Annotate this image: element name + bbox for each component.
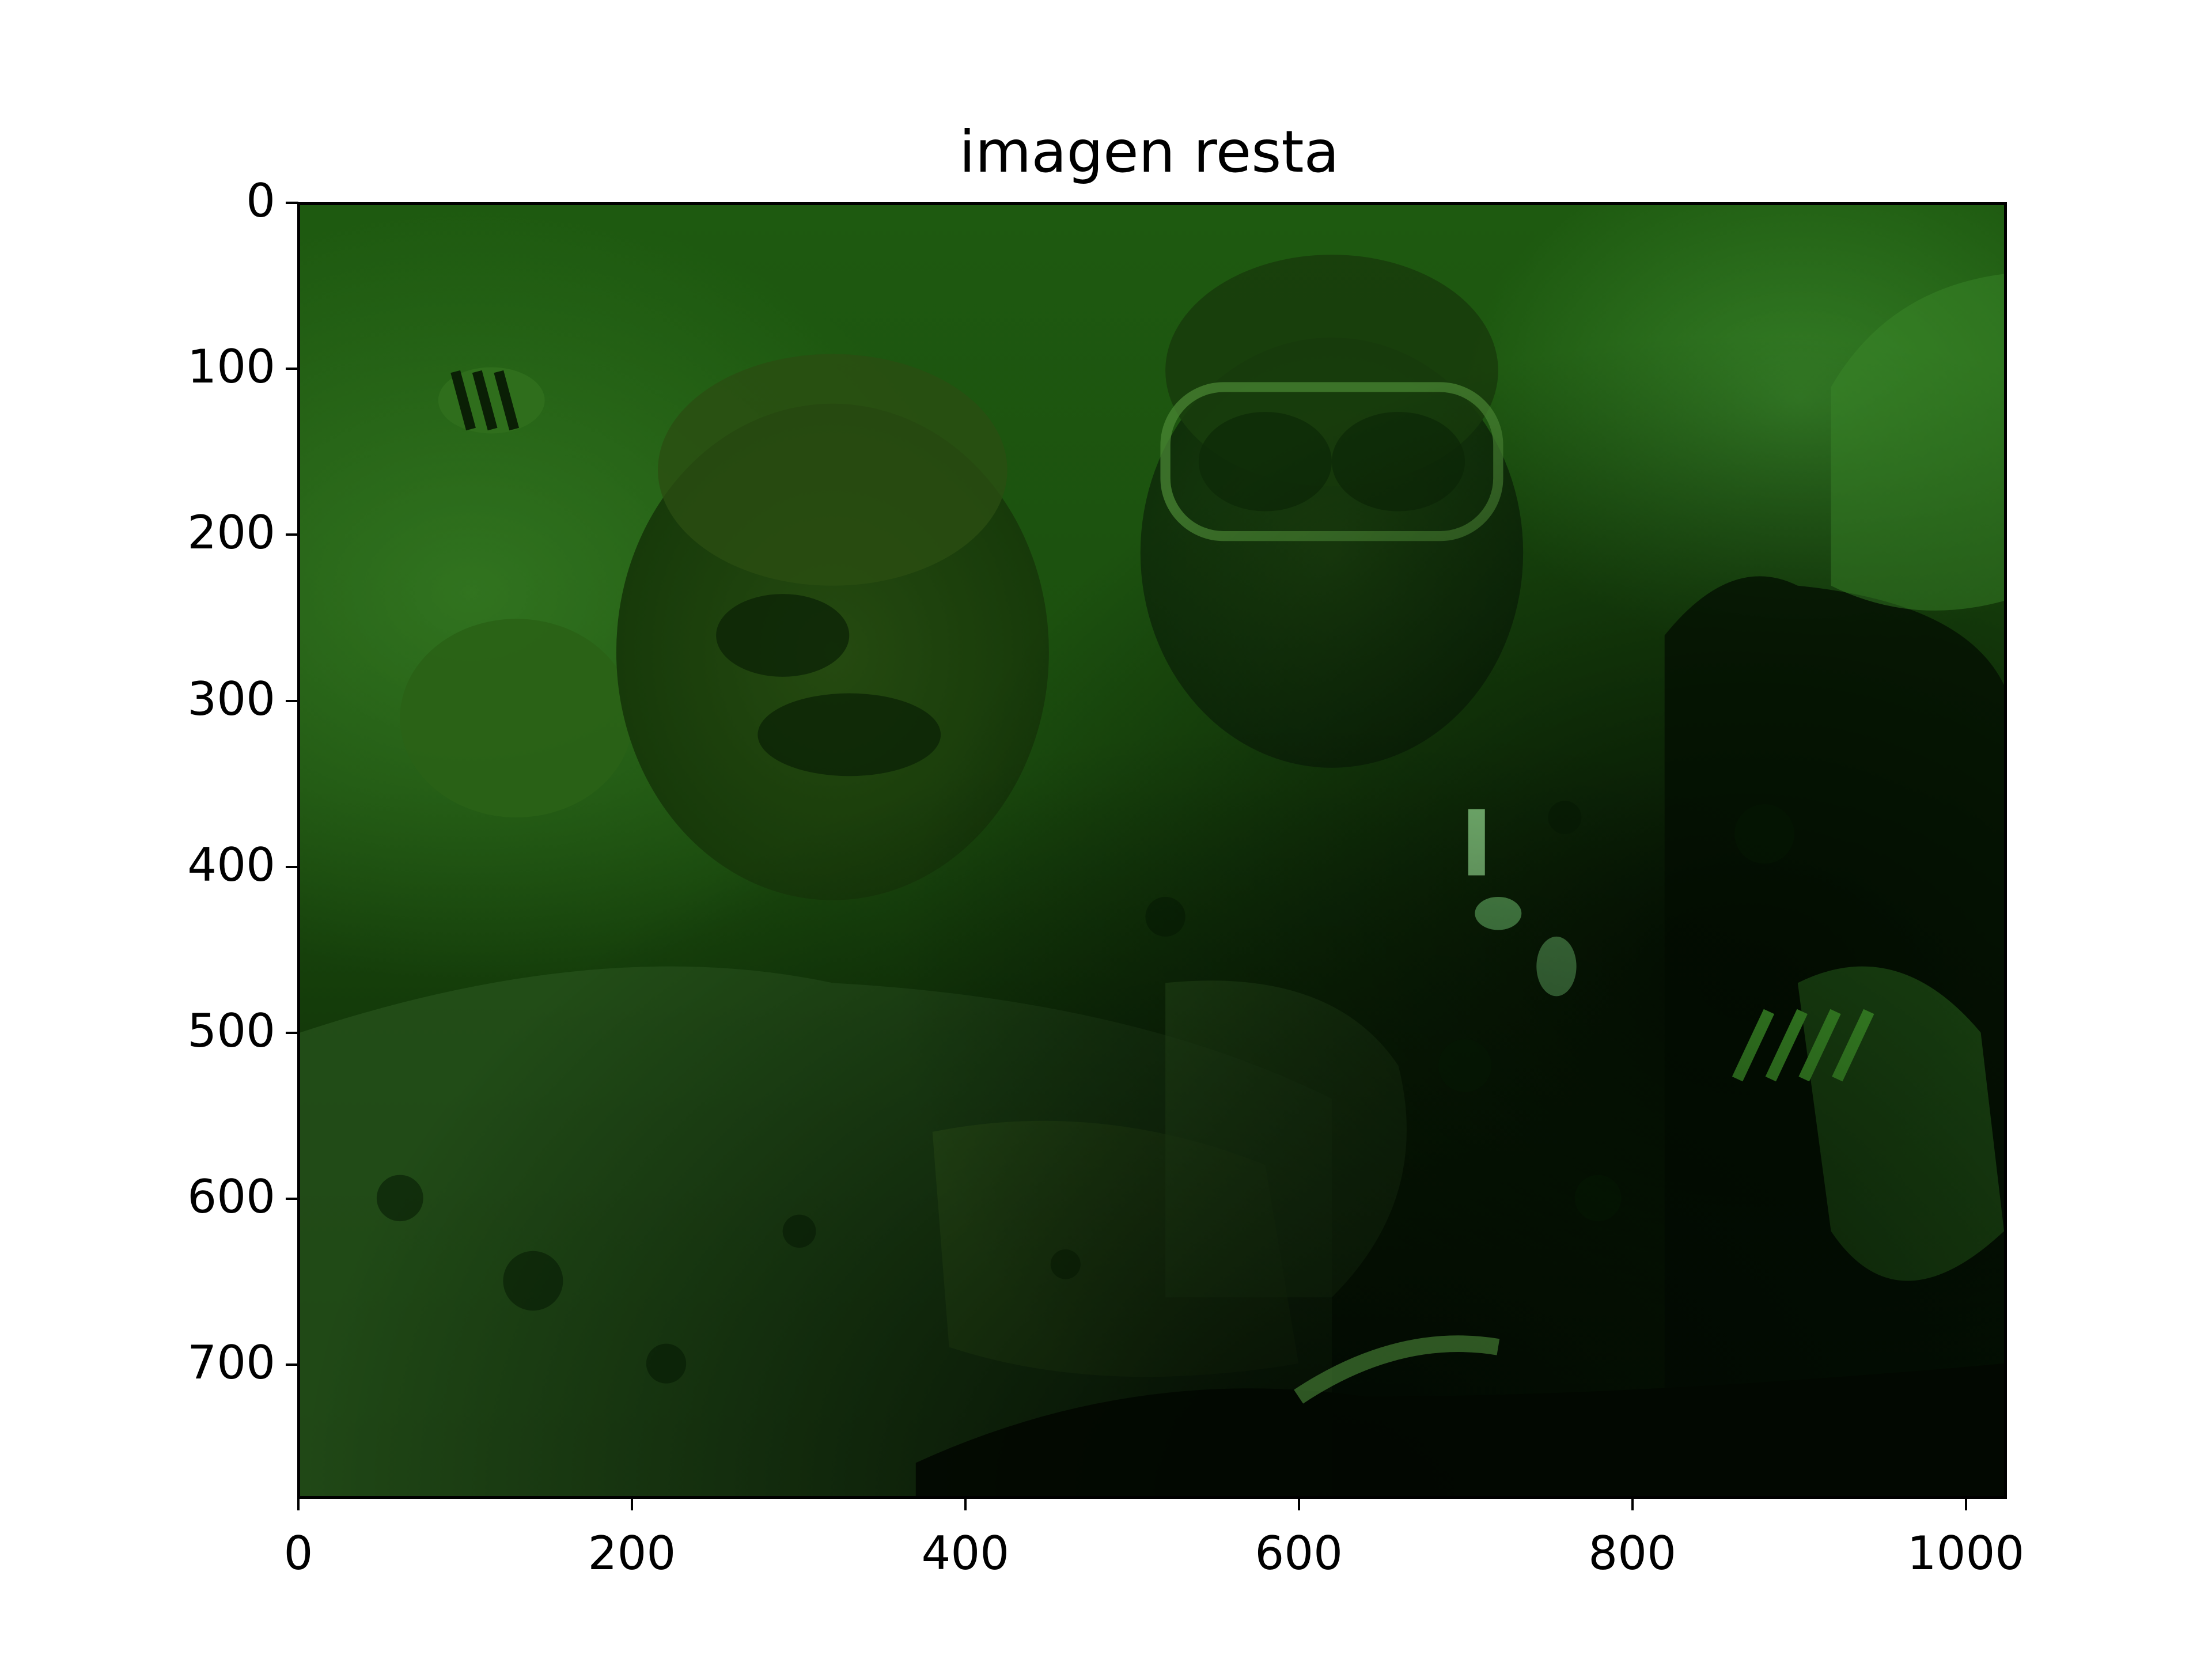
x-tick-mark <box>964 1498 967 1510</box>
x-tick-label: 400 <box>921 1527 1010 1580</box>
x-tick-label: 200 <box>588 1527 676 1580</box>
y-tick-label: 100 <box>187 340 275 394</box>
plot-title: imagen resta <box>959 118 1339 185</box>
y-tick-label: 700 <box>187 1336 275 1390</box>
y-tick-mark <box>286 1198 298 1200</box>
y-tick-label: 200 <box>187 506 275 560</box>
x-tick-mark <box>1631 1498 1634 1510</box>
x-tick-label: 600 <box>1255 1527 1343 1580</box>
y-tick-mark <box>286 202 298 204</box>
underwater-image <box>300 205 2004 1496</box>
y-tick-label: 600 <box>187 1170 275 1224</box>
y-tick-mark <box>286 1032 298 1035</box>
x-tick-mark <box>1964 1498 1967 1510</box>
y-tick-label: 0 <box>246 174 275 228</box>
image-area <box>297 202 2007 1499</box>
y-tick-mark <box>286 533 298 536</box>
x-tick-mark <box>1297 1498 1300 1510</box>
x-tick-label: 0 <box>283 1527 313 1580</box>
x-tick-label: 1000 <box>1907 1527 2025 1580</box>
y-tick-mark <box>286 368 298 370</box>
x-tick-label: 800 <box>1588 1527 1676 1580</box>
y-tick-mark <box>286 1363 298 1366</box>
y-tick-label: 300 <box>187 672 275 726</box>
x-tick-mark <box>630 1498 633 1510</box>
y-tick-label: 400 <box>187 838 275 892</box>
x-tick-mark <box>297 1498 300 1510</box>
y-tick-mark <box>286 699 298 702</box>
y-tick-mark <box>286 865 298 868</box>
y-tick-label: 500 <box>187 1004 275 1058</box>
